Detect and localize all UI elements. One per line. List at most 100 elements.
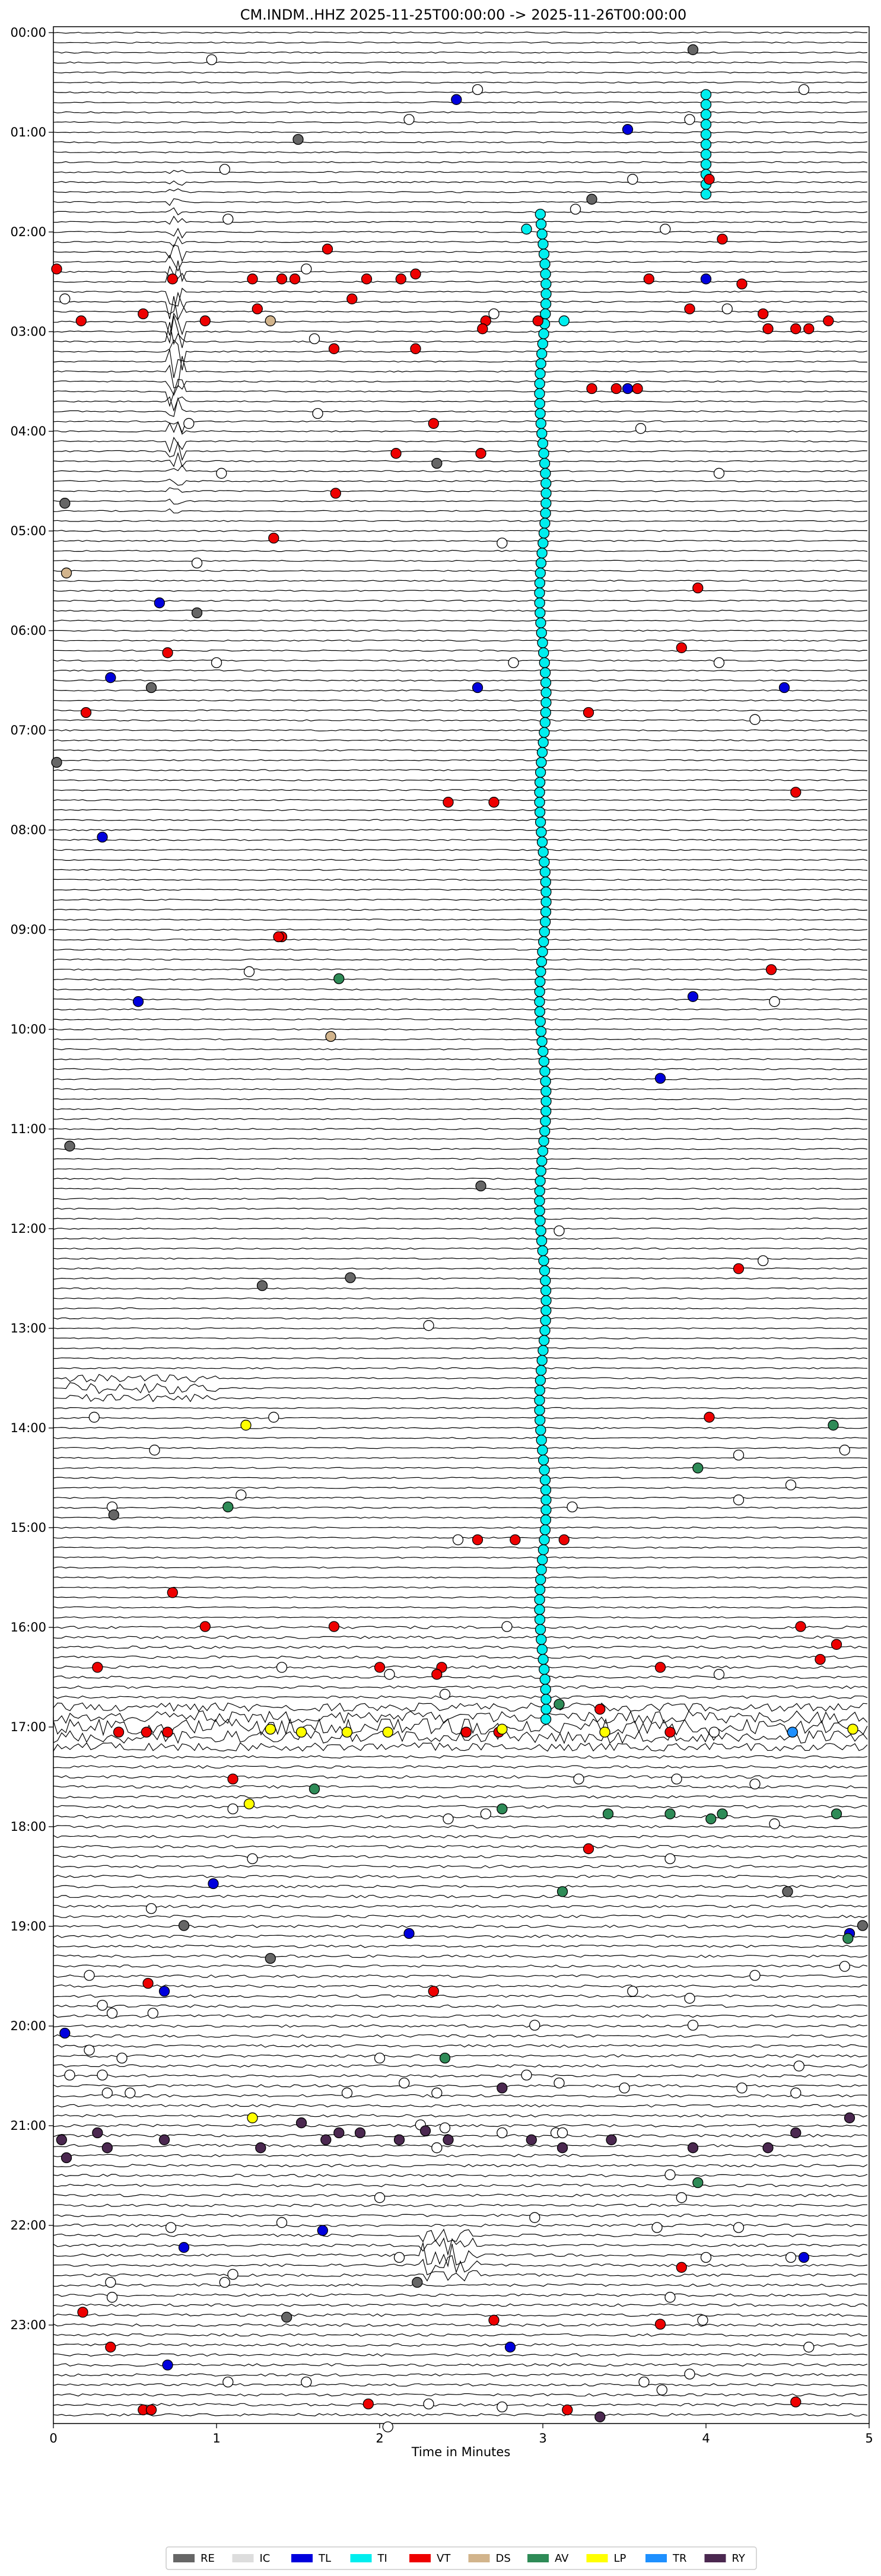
x-tick-label: 2 xyxy=(376,2431,383,2445)
legend-label: TL xyxy=(318,2552,331,2565)
trace-line xyxy=(53,1337,868,1340)
trace-line xyxy=(53,1257,868,1260)
legend-swatch xyxy=(232,2554,254,2562)
event-marker xyxy=(419,2125,431,2136)
trace-line xyxy=(53,1487,868,1489)
event-marker xyxy=(431,1669,443,1680)
y-tick-label: 12:00 xyxy=(10,1222,46,1236)
trace-line xyxy=(53,1138,868,1140)
trace-line xyxy=(53,1516,868,1519)
event-marker xyxy=(208,1878,219,1890)
trace-line xyxy=(53,498,868,505)
trace-line xyxy=(53,649,868,652)
trace-line xyxy=(53,1048,868,1051)
event-marker xyxy=(265,1723,276,1735)
seismic-traces xyxy=(53,31,868,2417)
event-marker xyxy=(132,996,144,1007)
trace-line xyxy=(53,1606,868,1609)
trace-line xyxy=(53,1098,868,1101)
tremor-marker xyxy=(536,1644,548,1655)
tremor-marker xyxy=(537,338,548,349)
trace-line xyxy=(53,441,868,462)
trace-line xyxy=(53,1227,868,1230)
trace-line xyxy=(53,215,868,225)
trace-line xyxy=(53,1526,868,1529)
event-marker xyxy=(312,408,323,419)
event-marker xyxy=(749,1778,761,1790)
legend-label: VT xyxy=(437,2552,451,2565)
trace-line xyxy=(53,2074,868,2078)
event-marker xyxy=(243,1798,255,1809)
trace-line xyxy=(53,437,868,453)
tremor-marker xyxy=(700,119,712,130)
tremor-marker xyxy=(536,627,547,638)
tremor-marker xyxy=(540,1115,551,1127)
legend-label: RE xyxy=(201,2552,215,2565)
trace-line xyxy=(53,1984,868,1988)
trace-line xyxy=(53,1710,868,1724)
event-marker xyxy=(798,84,810,96)
event-marker xyxy=(736,2082,748,2094)
event-marker xyxy=(243,966,255,977)
trace-line xyxy=(53,1088,867,1090)
legend-swatch xyxy=(527,2554,549,2562)
event-marker xyxy=(460,1726,472,1738)
event-marker xyxy=(521,224,532,235)
tremor-marker xyxy=(536,956,548,968)
trace-line xyxy=(53,1437,868,1439)
legend-swatch xyxy=(409,2554,431,2562)
trace-line xyxy=(53,207,868,215)
tremor-marker xyxy=(539,517,551,529)
trace-line xyxy=(53,1128,868,1130)
trace-line xyxy=(53,1855,868,1859)
tremor-marker xyxy=(538,1255,549,1267)
tremor-marker xyxy=(538,527,550,539)
event-marker xyxy=(268,1411,279,1423)
trace-line xyxy=(53,829,868,831)
tremor-marker xyxy=(537,238,549,250)
trace-line xyxy=(53,2353,868,2357)
trace-line xyxy=(53,669,868,672)
tremor-marker xyxy=(540,687,552,698)
event-marker xyxy=(92,2127,103,2139)
event-marker xyxy=(676,2262,687,2273)
event-marker xyxy=(606,2134,617,2145)
trace-line xyxy=(53,2228,868,2243)
tremor-marker xyxy=(540,1504,552,1516)
event-marker xyxy=(828,1420,839,1431)
tremor-marker xyxy=(534,1395,545,1406)
trace-line xyxy=(53,2383,868,2387)
event-marker xyxy=(84,2044,95,2056)
tremor-marker xyxy=(535,358,546,370)
trace-line xyxy=(53,2114,868,2118)
event-marker xyxy=(472,1534,484,1545)
trace-line xyxy=(53,1157,868,1160)
trace-line xyxy=(53,769,868,771)
event-marker xyxy=(664,2292,676,2303)
tremor-marker xyxy=(540,677,552,688)
tremor-marker xyxy=(538,448,549,459)
tremor-marker xyxy=(539,657,550,669)
trace-line xyxy=(53,1267,868,1270)
event-marker xyxy=(477,323,488,335)
event-marker xyxy=(733,1494,745,1506)
trace-line xyxy=(53,559,868,562)
event-marker xyxy=(488,308,500,320)
trace-line xyxy=(53,1894,868,1898)
tremor-marker xyxy=(537,1454,549,1466)
event-marker xyxy=(247,2112,258,2123)
event-marker xyxy=(289,273,301,285)
trace-line xyxy=(53,1008,868,1011)
event-marker xyxy=(687,44,699,55)
trace-line xyxy=(53,2044,868,2048)
event-marker xyxy=(790,2087,802,2098)
event-marker xyxy=(705,1813,717,1824)
trace-line xyxy=(53,2393,868,2397)
event-marker xyxy=(627,1986,638,1997)
tremor-marker xyxy=(539,1474,551,1486)
event-marker xyxy=(594,1703,606,1715)
tremor-marker xyxy=(534,1594,545,1605)
event-marker xyxy=(59,2027,71,2039)
event-marker xyxy=(762,323,774,335)
trace-line xyxy=(53,779,868,781)
